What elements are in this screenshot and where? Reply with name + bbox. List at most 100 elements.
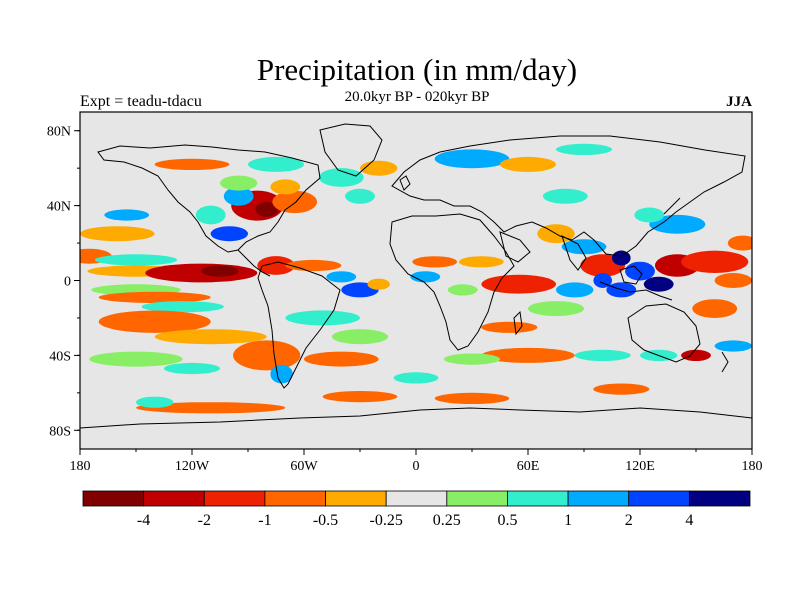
anomaly-patch: [434, 392, 510, 404]
colorbar-swatch: [203, 490, 266, 507]
lon-tick-label: 0: [413, 459, 420, 474]
latitude-axis: 80N 40N 0 40S 80S: [47, 125, 80, 439]
coastline-japan: [663, 197, 681, 215]
colorbar-swatch: [688, 490, 751, 507]
anomaly-patch: [220, 175, 258, 191]
anomaly-patch: [223, 186, 254, 206]
anomaly-patch: [412, 256, 458, 268]
anomaly-patch: [136, 402, 286, 414]
longitude-axis: 180 120W 60W 0 60E 120E 180: [70, 449, 763, 474]
anomaly-patch: [574, 349, 631, 361]
anomaly-patch: [727, 235, 752, 251]
coastline-south-america: [257, 261, 341, 389]
anomaly-patch: [481, 321, 538, 333]
anomaly-patch: [98, 291, 211, 303]
colorbar-swatch: [567, 490, 630, 507]
colorbar-label: 4: [685, 512, 693, 529]
anomaly-patch: [345, 188, 375, 204]
anomaly-patch: [98, 310, 211, 333]
lon-tick-label: 120E: [625, 459, 655, 474]
anomaly-patch: [210, 226, 248, 242]
anomaly-patch: [542, 188, 588, 204]
anomaly-patch: [164, 362, 220, 375]
anomaly-patch: [556, 143, 612, 155]
colorbar-swatch: [143, 490, 205, 507]
lat-tick-label: 80N: [47, 125, 71, 140]
anomaly-patch: [634, 207, 665, 223]
anomaly-patch: [145, 263, 258, 283]
colorbar-label: 0.25: [433, 512, 461, 529]
anomaly-patch: [410, 271, 441, 283]
coastline-arabia: [499, 231, 531, 263]
anomaly-patch: [434, 149, 510, 169]
anomaly-patch: [481, 274, 556, 294]
coastline-central-america: [237, 249, 271, 277]
colorbar-swatch: [507, 490, 569, 507]
colorbar: -4 -2 -1 -0.5 -0.25 0.25 0.5 1 2 4: [82, 490, 751, 529]
colorbar-swatch: [446, 490, 508, 507]
anomaly-patch: [481, 347, 575, 363]
anomaly-patch: [201, 265, 239, 277]
colorbar-label: -0.25: [370, 512, 403, 529]
anomaly-patch: [257, 256, 295, 275]
anomaly-patch: [233, 340, 301, 371]
anomaly-patch: [285, 259, 342, 272]
coastline-australia: [627, 303, 701, 363]
coastline-north-america: [97, 144, 321, 253]
precipitation-anomaly-field: [80, 143, 752, 414]
coastline-new-zealand: [721, 351, 729, 373]
map-title: Precipitation (in mm/day): [256, 52, 578, 87]
anomaly-patch: [318, 168, 364, 187]
lat-tick-label: 40N: [47, 200, 71, 215]
lat-tick-label: 40S: [49, 349, 71, 364]
coastline-uk: [399, 175, 411, 191]
colorbar-label: -1: [258, 512, 271, 529]
coastline-indonesia: [599, 281, 673, 301]
anomaly-patch: [360, 160, 398, 176]
anomaly-patch: [444, 353, 500, 365]
colorbar-swatch: [628, 490, 690, 507]
colorbar-swatch: [264, 490, 326, 507]
anomaly-patch: [270, 179, 301, 195]
lon-tick-label: 60E: [517, 459, 540, 474]
anomaly-patch: [154, 158, 230, 170]
colorbar-swatch: [325, 490, 387, 507]
colorbar-label: -0.5: [313, 512, 338, 529]
anomaly-patch: [612, 250, 631, 266]
coastline-greenland: [319, 123, 383, 177]
anomaly-patch: [195, 205, 226, 225]
lat-tick-label: 80S: [49, 424, 71, 439]
colorbar-swatch: [82, 490, 145, 507]
anomaly-patch: [136, 396, 174, 408]
experiment-label: Expt = teadu-tdacu: [80, 93, 202, 110]
anomaly-patch: [649, 214, 706, 234]
anomaly-patch: [89, 351, 183, 367]
coastline-madagascar: [513, 310, 523, 336]
anomaly-patch: [500, 156, 556, 172]
lon-tick-label: 180: [742, 459, 763, 474]
anomaly-patch: [393, 372, 439, 384]
coastline-europe-asia: [391, 135, 746, 257]
anomaly-patch: [322, 391, 398, 403]
anomaly-patch: [255, 201, 278, 217]
colorbar-swatch: [385, 490, 448, 507]
colorbar-label: 1: [564, 512, 572, 529]
anomaly-patch: [528, 301, 584, 317]
coastline-india: [561, 235, 587, 271]
anomaly-patch: [692, 299, 738, 318]
anomaly-patch: [593, 383, 650, 395]
anomaly-patch: [272, 190, 318, 214]
lon-tick-label: 60W: [290, 459, 318, 474]
lon-tick-label: 120W: [175, 459, 210, 474]
anomaly-patch: [561, 239, 607, 255]
anomaly-patch: [94, 254, 178, 266]
coastline-borneo: [619, 265, 643, 285]
anomaly-patch: [285, 310, 361, 326]
anomaly-patch: [367, 278, 390, 290]
anomaly-patch: [458, 256, 504, 268]
coastline-antarctica: [80, 407, 752, 429]
coastlines: [80, 123, 752, 429]
anomaly-patch: [332, 329, 388, 345]
anomaly-patch: [154, 329, 267, 345]
